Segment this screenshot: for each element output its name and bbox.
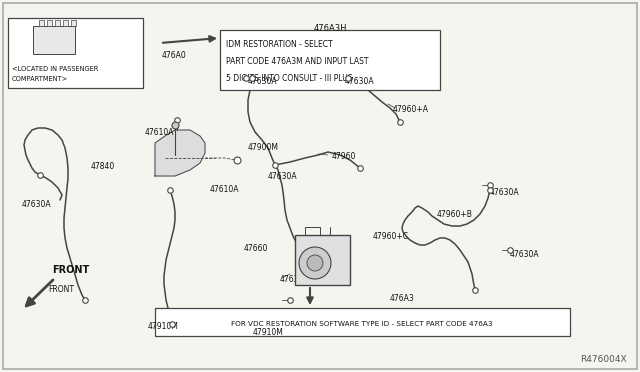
Text: 476A0: 476A0 — [162, 51, 187, 60]
Text: FRONT: FRONT — [48, 285, 74, 294]
Text: 47630A: 47630A — [22, 200, 52, 209]
Text: 47910M: 47910M — [253, 328, 284, 337]
Bar — [295, 235, 350, 285]
Bar — [63, 20, 68, 26]
Text: 476A3H: 476A3H — [313, 24, 347, 33]
Text: R476004X: R476004X — [580, 355, 627, 364]
Bar — [47, 20, 52, 26]
Text: 476A3: 476A3 — [390, 294, 414, 303]
Text: 47630A: 47630A — [268, 172, 298, 181]
Text: 47960: 47960 — [332, 152, 356, 161]
Text: 5 DIGITS INTO CONSULT - III PLUS: 5 DIGITS INTO CONSULT - III PLUS — [226, 74, 353, 83]
Text: PART CODE 476A3M AND INPUT LAST: PART CODE 476A3M AND INPUT LAST — [226, 57, 369, 66]
Text: 47660: 47660 — [244, 244, 268, 253]
Text: FOR VDC RESTORATION SOFTWARE TYPE ID - SELECT PART CODE 476A3: FOR VDC RESTORATION SOFTWARE TYPE ID - S… — [231, 321, 493, 327]
Text: 47960+A: 47960+A — [393, 105, 429, 114]
Polygon shape — [155, 130, 205, 176]
Text: FRONT: FRONT — [52, 265, 89, 275]
Text: 47630A: 47630A — [345, 77, 374, 86]
Text: 47900M: 47900M — [317, 236, 348, 245]
Text: 47900M: 47900M — [248, 143, 279, 152]
Text: 47630A: 47630A — [248, 77, 278, 86]
Text: 47960+C: 47960+C — [373, 232, 409, 241]
Text: <LOCATED IN PASSENGER: <LOCATED IN PASSENGER — [12, 66, 99, 72]
Text: 47630A: 47630A — [280, 275, 310, 284]
Circle shape — [299, 247, 331, 279]
Text: 47630A: 47630A — [490, 188, 520, 197]
Text: 47960+B: 47960+B — [437, 210, 473, 219]
Bar — [33, 26, 75, 54]
Text: 47910M: 47910M — [148, 322, 179, 331]
Bar — [55, 20, 60, 26]
Text: IDM RESTORATION - SELECT: IDM RESTORATION - SELECT — [226, 40, 333, 49]
Bar — [155, 308, 570, 336]
Circle shape — [307, 255, 323, 271]
Text: 47610A: 47610A — [145, 128, 175, 137]
Bar — [71, 20, 76, 26]
Text: COMPARTMENT>: COMPARTMENT> — [12, 76, 68, 82]
Bar — [220, 30, 440, 90]
Bar — [39, 20, 44, 26]
Text: 47630A: 47630A — [510, 250, 540, 259]
Text: 47840: 47840 — [91, 162, 115, 171]
Bar — [8, 18, 143, 88]
Text: 47610A: 47610A — [210, 185, 239, 194]
Text: 47630A: 47630A — [313, 258, 342, 267]
